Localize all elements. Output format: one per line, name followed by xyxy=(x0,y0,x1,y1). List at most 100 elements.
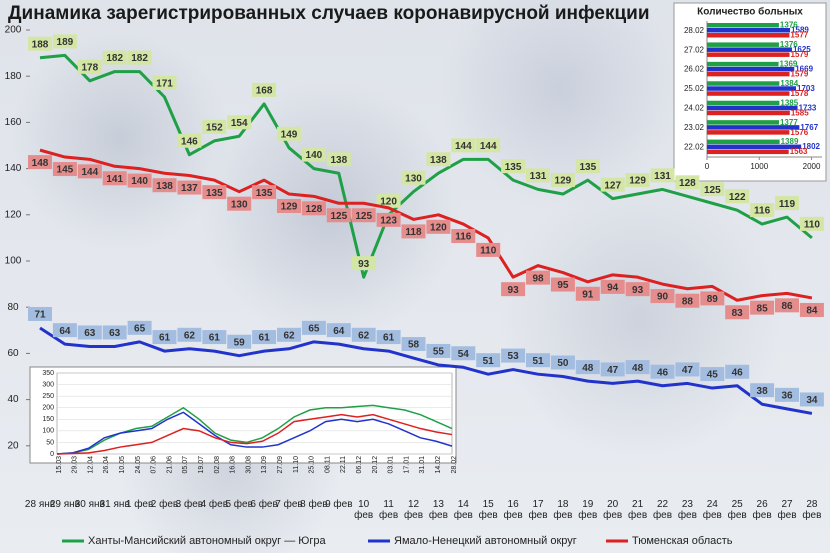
data-label: 129 xyxy=(629,176,646,187)
data-label-box xyxy=(625,360,650,375)
bar xyxy=(707,81,780,86)
bar xyxy=(707,47,792,52)
data-label-box xyxy=(725,305,750,320)
data-label: 1577 xyxy=(790,31,808,40)
x-tick-label: 2000 xyxy=(803,162,821,171)
data-label: 140 xyxy=(131,176,148,187)
legend-label: Ямало-Ненецкий автономный округ xyxy=(394,535,577,547)
bar xyxy=(707,52,790,57)
data-label: 1385 xyxy=(780,98,798,107)
bar xyxy=(707,144,802,150)
data-label: 1579 xyxy=(791,69,809,78)
x-tick-label: 28 янв xyxy=(24,499,56,510)
y-tick-label: 150 xyxy=(42,416,54,423)
y-tick-label: 350 xyxy=(42,370,54,377)
bar xyxy=(707,110,790,116)
data-label: 141 xyxy=(106,174,123,185)
x-tick-label: 12.04 xyxy=(87,456,94,474)
data-label: 135 xyxy=(579,162,596,173)
y-tick-label: 25.02 xyxy=(684,84,705,93)
x-tick-label: 08.11 xyxy=(324,456,331,473)
x-tick-label: 10.05 xyxy=(119,456,126,474)
data-label-box xyxy=(625,173,650,188)
data-label: 51 xyxy=(532,356,544,367)
x-tick-label: 22 фев xyxy=(652,499,673,521)
data-label: 178 xyxy=(81,62,98,73)
data-label-box xyxy=(252,330,277,345)
data-label: 48 xyxy=(632,363,644,374)
data-label-box xyxy=(351,208,376,223)
data-label: 89 xyxy=(707,294,719,305)
data-label: 1578 xyxy=(790,89,808,98)
data-label: 144 xyxy=(455,141,472,152)
data-label: 138 xyxy=(156,181,173,192)
bar xyxy=(707,130,790,135)
data-label-box xyxy=(127,320,152,335)
x-tick-label: 13.09 xyxy=(261,456,268,474)
series-line xyxy=(56,413,453,455)
y-tick-label: 100 xyxy=(5,256,22,267)
inset-panel xyxy=(29,366,457,464)
data-label: 50 xyxy=(557,358,569,369)
data-label-box xyxy=(600,177,625,192)
data-label-box xyxy=(575,159,600,174)
data-label: 63 xyxy=(109,328,121,339)
x-tick-label: 31 янв xyxy=(99,499,130,510)
legend-label: Тюменская область xyxy=(632,535,733,547)
data-label: 182 xyxy=(131,53,148,64)
data-label-box xyxy=(700,367,725,382)
data-label-box xyxy=(152,75,177,90)
data-label-box xyxy=(501,282,526,297)
data-label-box xyxy=(127,173,152,188)
bar xyxy=(707,105,798,111)
data-label: 98 xyxy=(532,273,544,284)
data-label: 1369 xyxy=(780,59,798,68)
data-label: 138 xyxy=(330,155,347,166)
x-tick-label: 20 фев xyxy=(603,499,623,521)
y-tick-label: 0 xyxy=(50,451,54,458)
y-tick-label: 23.02 xyxy=(684,123,705,132)
x-tick-label: 02.08 xyxy=(214,456,221,474)
data-label-box xyxy=(227,115,252,130)
data-label: 131 xyxy=(654,171,671,182)
bar xyxy=(707,33,790,38)
data-label: 1669 xyxy=(795,64,813,73)
data-label: 148 xyxy=(32,158,49,169)
data-label: 61 xyxy=(259,333,271,344)
data-label: 110 xyxy=(804,220,821,231)
x-tick-label: 15.03 xyxy=(56,456,63,474)
data-label: 128 xyxy=(306,204,323,215)
data-label-box xyxy=(725,189,750,204)
data-label: 61 xyxy=(209,333,221,344)
data-label-box xyxy=(476,138,501,153)
data-label-box xyxy=(102,50,127,65)
bar xyxy=(707,23,779,28)
data-label: 1733 xyxy=(799,103,817,112)
y-tick-label: 22.02 xyxy=(684,142,705,151)
data-label: 116 xyxy=(754,206,771,217)
data-label: 135 xyxy=(505,162,522,173)
data-label-box xyxy=(202,185,227,200)
data-label: 128 xyxy=(679,178,696,189)
data-label-box xyxy=(775,298,799,313)
data-label-box xyxy=(77,59,102,74)
data-label: 1589 xyxy=(791,26,809,35)
y-tick-label: 140 xyxy=(5,163,22,174)
bar xyxy=(707,100,780,106)
data-label: 129 xyxy=(555,176,572,187)
data-label-box xyxy=(152,178,177,193)
inset-title: Количество больных xyxy=(697,6,803,18)
data-label-box xyxy=(177,133,202,148)
data-label: 1376 xyxy=(780,21,798,30)
x-tick-label: 1 фев xyxy=(125,499,154,510)
x-tick-label: 27 фев xyxy=(777,499,797,521)
data-label: 63 xyxy=(84,328,96,339)
data-label-box xyxy=(28,306,52,321)
data-label-box xyxy=(426,343,451,358)
bar xyxy=(707,61,779,67)
data-label-box xyxy=(799,302,824,317)
data-label-box xyxy=(52,34,77,49)
x-tick-label: 20.12 xyxy=(372,456,379,474)
x-tick-label: 8 фев xyxy=(300,499,328,510)
data-label-box xyxy=(401,224,426,239)
